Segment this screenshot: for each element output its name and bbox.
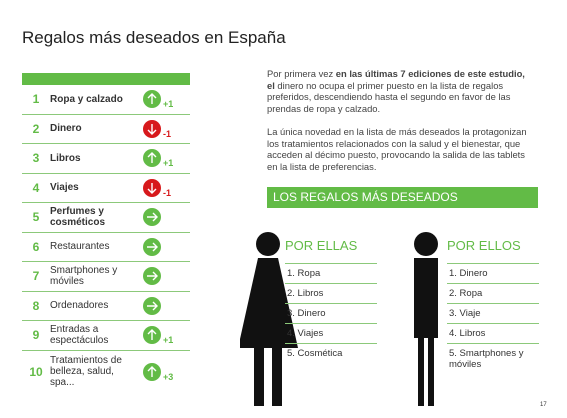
- item-name: Ropa y calzado: [50, 93, 123, 105]
- rank-number: 1: [32, 92, 40, 107]
- item-name: Perfumes y cosméticos: [50, 206, 106, 229]
- change-label: +3: [163, 371, 174, 382]
- ranking-row: 3 Libros +1: [22, 144, 190, 174]
- paragraph: La única novedad en la lista de más dese…: [267, 126, 531, 172]
- text-run: en las últimas 7 ediciones de este estud…: [267, 68, 525, 91]
- change-label: +1: [163, 335, 174, 346]
- trend-icon-same: [143, 237, 161, 256]
- trend-icon-up: [143, 149, 161, 168]
- page-title: Regalos más deseados en España: [22, 28, 286, 47]
- item-name: Viajes: [50, 182, 79, 194]
- item-name: Entradas a espectáculos: [50, 324, 109, 347]
- rank-number: 7: [32, 269, 40, 284]
- trend-icon-up: [143, 326, 161, 345]
- item-name: Smartphones y móviles: [50, 265, 118, 288]
- paragraph: Por primera vez en las últimas 7 edicion…: [267, 68, 531, 114]
- rank-number: 5: [32, 210, 40, 225]
- group-item: 2. Libros: [285, 284, 377, 304]
- rank-number: 3: [32, 151, 40, 166]
- trend-icon-same: [143, 267, 161, 286]
- item-name: Libros: [50, 152, 81, 164]
- ranking-row: 1 Ropa y calzado +1: [22, 85, 190, 115]
- group-item: 1. Ropa: [285, 264, 377, 284]
- ranking-table: 1 Ropa y calzado +1 2 Dinero -1 3 Libros +1 4 Viaj…: [22, 73, 190, 393]
- table-header-bar: [22, 73, 190, 85]
- item-name: Ordenadores: [50, 300, 109, 312]
- rank-number: 10: [29, 364, 43, 379]
- rank-number: 9: [32, 328, 40, 343]
- text-run: La única novedad en la lista de más dese…: [267, 126, 527, 172]
- group-title: POR ELLOS: [447, 238, 539, 264]
- trend-icon-down: [143, 178, 161, 197]
- item-name: Restaurantes: [50, 241, 110, 253]
- rank-number: 4: [32, 180, 40, 195]
- rank-number: 8: [32, 298, 40, 313]
- ranking-row: 4 Viajes -1: [22, 174, 190, 203]
- trend-icon-same: [143, 296, 161, 315]
- text-run: Por primera vez: [267, 68, 336, 79]
- ranking-row: 7 Smartphones y móviles: [22, 262, 190, 292]
- group-item: 5. Smartphones y móviles: [449, 348, 524, 370]
- group-item: 5. Cosmética: [287, 348, 343, 359]
- group-item: 1. Dinero: [447, 264, 539, 284]
- change-label: -1: [163, 128, 172, 139]
- ranking-row: 2 Dinero -1: [22, 115, 190, 144]
- silhouettes: [240, 232, 438, 406]
- trend-icon-same: [143, 208, 161, 227]
- ranking-row: 9 Entradas a espectáculos +1: [22, 321, 190, 351]
- trend-icon-up: [143, 362, 161, 381]
- trend-icon-up: [143, 90, 161, 109]
- group-item: 3. Viaje: [447, 304, 539, 324]
- group-title: POR ELLAS: [285, 238, 377, 264]
- group-item: 2. Ropa: [447, 284, 539, 304]
- group-item: 4. Viajes: [285, 324, 377, 344]
- change-label: -1: [163, 187, 172, 198]
- text-run: dinero no ocupa el primer puesto en la l…: [267, 79, 511, 114]
- ranking-row: 6 Restaurantes: [22, 233, 190, 262]
- gift-group: POR ELLOS 1. Dinero 2. Ropa 3. Viaje 4. Libr…: [447, 238, 539, 374]
- man-silhouette: [414, 232, 438, 406]
- section-banner: LOS REGALOS MÁS DESEADOS: [267, 187, 538, 208]
- rank-number: 6: [32, 239, 40, 254]
- item-name: Dinero: [50, 123, 82, 135]
- ranking-row: 5 Perfumes y cosméticos: [22, 203, 190, 233]
- intro-text: Por primera vez en las últimas 7 edicion…: [267, 68, 531, 184]
- woman-silhouette: [240, 232, 298, 406]
- change-label: +1: [163, 99, 174, 110]
- group-item: 4. Libros: [447, 324, 539, 344]
- trend-icon-down: [143, 119, 161, 138]
- page-number: 17: [540, 402, 547, 408]
- group-item: 3. Dinero: [285, 304, 377, 324]
- item-name: Tratamientos de belleza, salud, spa...: [50, 355, 122, 388]
- change-label: +1: [163, 158, 174, 169]
- gift-group: POR ELLAS 1. Ropa 2. Libros 3. Dinero 4. Via…: [285, 238, 377, 363]
- rank-number: 2: [32, 121, 40, 136]
- ranking-row: 10 Tratamientos de belleza, salud, spa...…: [22, 351, 190, 393]
- ranking-row: 8 Ordenadores: [22, 292, 190, 321]
